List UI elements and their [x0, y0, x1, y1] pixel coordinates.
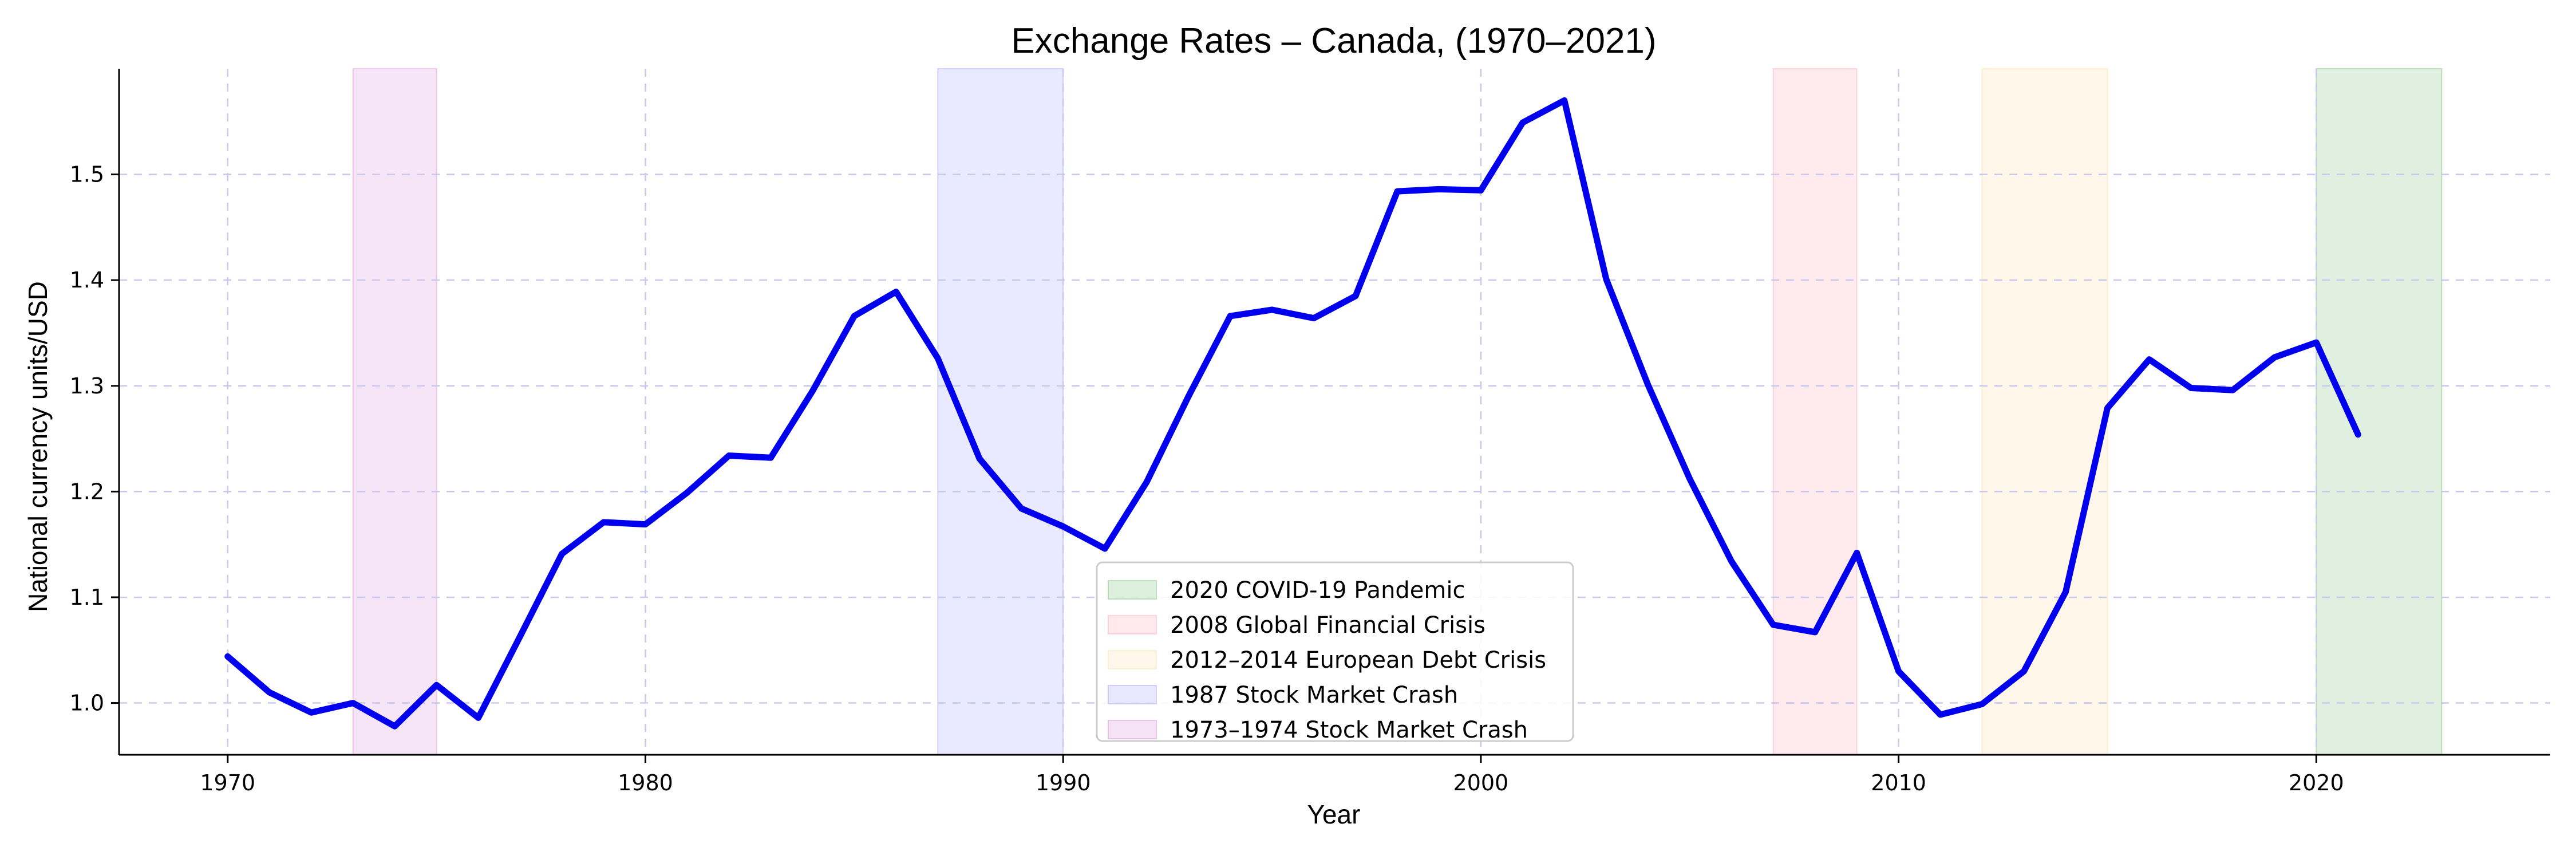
- shaded-region-2: [1981, 68, 2108, 755]
- legend: 2020 COVID-19 Pandemic 2008 Global Financ…: [1096, 561, 1574, 743]
- legend-label: 2008 Global Financial Crisis: [1170, 612, 1485, 639]
- x-tick-label: 2010: [1871, 770, 1926, 795]
- y-tick-label: 1.5: [70, 162, 104, 187]
- shaded-region-0: [2316, 68, 2443, 755]
- x-tick-label: 2000: [1453, 770, 1509, 795]
- x-ticks: 1970 1980 1990 2000 2010 2020: [200, 755, 2344, 795]
- chart-title: Exchange Rates – Canada, (1970–2021): [1011, 21, 1656, 61]
- y-tick-label: 1.1: [70, 585, 104, 610]
- y-tick-label: 1.4: [70, 267, 104, 293]
- x-tick-label: 1980: [618, 770, 673, 795]
- legend-swatch: [1108, 650, 1157, 669]
- grid-lines: [119, 69, 2550, 755]
- legend-swatch: [1108, 720, 1157, 739]
- shaded-region-1: [1772, 68, 1858, 755]
- legend-label: 1973–1974 Stock Market Crash: [1170, 717, 1528, 743]
- y-tick-label: 1.0: [70, 691, 104, 716]
- legend-swatch: [1108, 580, 1157, 600]
- legend-swatch: [1108, 685, 1157, 704]
- legend-label: 2020 COVID-19 Pandemic: [1170, 577, 1465, 604]
- y-ticks: 1.0 1.1 1.2 1.3 1.4 1.5: [70, 162, 119, 716]
- x-axis-label: Year: [1307, 799, 1361, 829]
- y-axis-label: National currency units/USD: [23, 281, 53, 612]
- shaded-region-3: [937, 68, 1064, 755]
- series-line: [224, 97, 2361, 730]
- axes: [118, 69, 2550, 756]
- shaded-region-4: [352, 68, 437, 755]
- x-tick-label: 1990: [1036, 770, 1091, 795]
- y-tick-label: 1.2: [70, 479, 104, 504]
- legend-swatch: [1108, 615, 1157, 635]
- x-tick-label: 2020: [2289, 770, 2344, 795]
- y-tick-label: 1.3: [70, 373, 104, 399]
- legend-box: [1096, 561, 1574, 742]
- legend-label: 1987 Stock Market Crash: [1170, 682, 1458, 708]
- legend-label: 2012–2014 European Debt Crisis: [1170, 647, 1546, 673]
- series-group: [224, 97, 2361, 730]
- x-tick-label: 1970: [200, 770, 255, 795]
